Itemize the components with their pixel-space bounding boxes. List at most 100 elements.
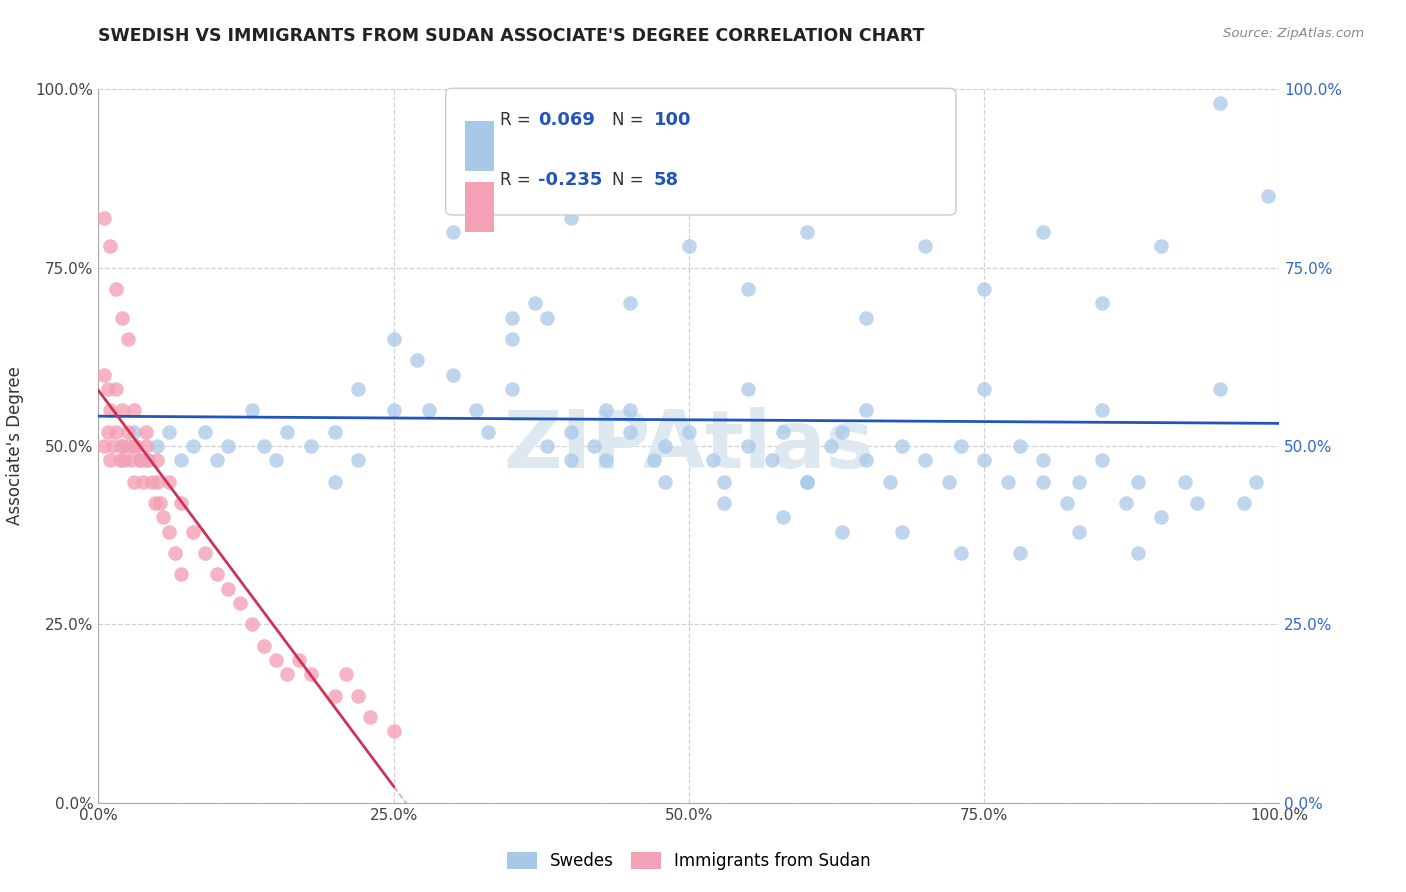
Point: [1091, 403, 1114, 417]
Point: [112, 453, 135, 467]
Point: [264, 453, 287, 467]
Point: [560, 425, 582, 439]
Text: 0.069: 0.069: [537, 111, 595, 128]
Point: [93, 439, 115, 453]
Point: [772, 425, 794, 439]
Point: [831, 524, 853, 539]
Point: [855, 453, 877, 467]
Point: [1126, 475, 1149, 489]
Point: [135, 453, 157, 467]
Point: [323, 689, 346, 703]
Point: [1209, 96, 1232, 111]
Point: [1032, 475, 1054, 489]
Point: [122, 475, 145, 489]
Point: [654, 475, 676, 489]
Point: [1185, 496, 1208, 510]
Point: [121, 453, 143, 467]
Point: [97, 382, 120, 396]
Point: [536, 439, 558, 453]
Point: [973, 382, 995, 396]
Point: [619, 296, 641, 310]
Point: [713, 475, 735, 489]
Point: [205, 453, 228, 467]
Point: [536, 310, 558, 325]
Point: [149, 496, 172, 510]
Point: [997, 475, 1019, 489]
Point: [111, 439, 134, 453]
Point: [335, 667, 357, 681]
Point: [170, 453, 193, 467]
Point: [135, 425, 157, 439]
Point: [93, 368, 115, 382]
Point: [117, 332, 139, 346]
Point: [595, 403, 617, 417]
Point: [1150, 510, 1173, 524]
Text: 100: 100: [654, 111, 690, 128]
Point: [973, 282, 995, 296]
Text: 58: 58: [654, 171, 679, 189]
Point: [737, 382, 759, 396]
Point: [97, 425, 120, 439]
Point: [111, 403, 134, 417]
Point: [359, 710, 381, 724]
Point: [772, 510, 794, 524]
Point: [1126, 546, 1149, 560]
Point: [1067, 524, 1090, 539]
Point: [524, 296, 547, 310]
Point: [1056, 496, 1078, 510]
Point: [643, 453, 665, 467]
Point: [205, 567, 228, 582]
Text: N =: N =: [612, 171, 650, 189]
Point: [194, 546, 217, 560]
Point: [276, 667, 298, 681]
Legend: Swedes, Immigrants from Sudan: Swedes, Immigrants from Sudan: [501, 845, 877, 877]
Point: [949, 546, 972, 560]
Point: [382, 724, 405, 739]
Point: [855, 310, 877, 325]
Point: [1115, 496, 1137, 510]
Point: [1150, 239, 1173, 253]
Point: [299, 439, 322, 453]
Point: [737, 439, 759, 453]
Point: [111, 310, 134, 325]
Point: [1233, 496, 1256, 510]
Point: [93, 211, 115, 225]
Point: [796, 475, 818, 489]
Point: [143, 496, 166, 510]
Point: [170, 567, 193, 582]
Point: [240, 403, 263, 417]
Point: [101, 439, 124, 453]
Point: [761, 453, 783, 467]
Point: [146, 439, 169, 453]
Point: [132, 475, 155, 489]
Text: Source: ZipAtlas.com: Source: ZipAtlas.com: [1223, 27, 1364, 40]
Point: [128, 453, 150, 467]
Point: [136, 453, 159, 467]
Point: [501, 382, 523, 396]
Point: [276, 425, 298, 439]
Point: [264, 653, 287, 667]
Point: [98, 239, 121, 253]
Point: [105, 282, 128, 296]
Point: [619, 425, 641, 439]
Point: [418, 403, 440, 417]
Point: [831, 425, 853, 439]
Point: [194, 425, 217, 439]
Point: [678, 239, 700, 253]
Point: [890, 439, 912, 453]
Point: [347, 689, 370, 703]
Point: [1067, 475, 1090, 489]
Point: [347, 453, 370, 467]
Point: [157, 475, 180, 489]
Point: [323, 425, 346, 439]
Point: [253, 439, 276, 453]
Point: [583, 439, 606, 453]
Point: [1008, 546, 1031, 560]
Point: [165, 546, 187, 560]
Point: [560, 453, 582, 467]
Point: [122, 425, 145, 439]
Point: [1032, 225, 1054, 239]
Point: [111, 439, 134, 453]
Point: [1174, 475, 1197, 489]
Point: [914, 239, 936, 253]
